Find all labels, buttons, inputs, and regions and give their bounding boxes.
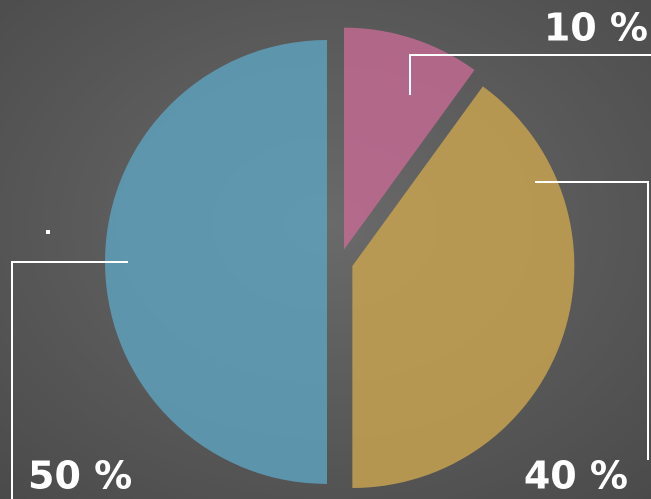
chalk-dot [46, 230, 50, 234]
value-label: 10 % [544, 6, 648, 50]
pie-slice [352, 86, 575, 489]
value-label: 50 % [28, 454, 132, 498]
value-label: 40 % [524, 454, 628, 498]
pie-slice [344, 27, 475, 250]
leader-line [535, 181, 649, 460]
pie-slice [105, 40, 327, 484]
leader-line [11, 261, 128, 499]
leader-line [409, 54, 651, 95]
